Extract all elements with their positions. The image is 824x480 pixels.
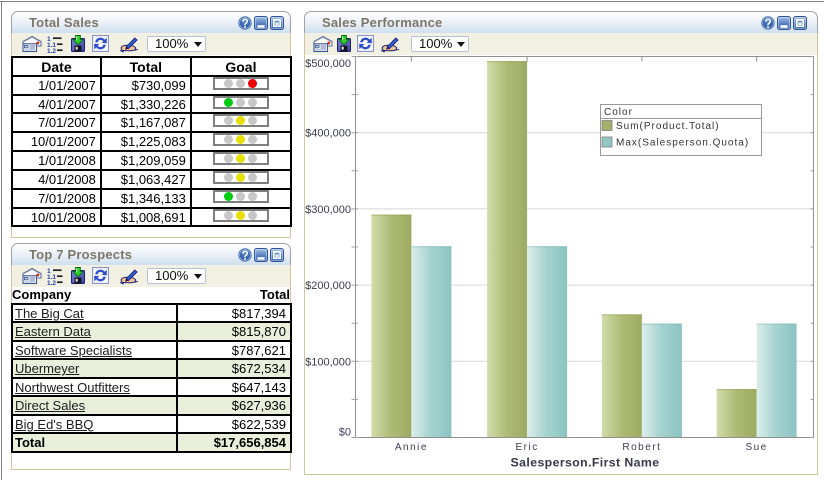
svg-text:$500,000: $500,000 <box>305 58 351 70</box>
svg-text:Salesperson.First Name: Salesperson.First Name <box>511 456 660 470</box>
svg-text:Color: Color <box>604 107 633 118</box>
svg-text:$0: $0 <box>339 427 351 439</box>
svg-text:Eric: Eric <box>515 442 538 453</box>
svg-text:1.1: 1.1 <box>47 274 56 281</box>
svg-text:Sue: Sue <box>745 442 767 453</box>
svg-text:1: 1 <box>47 268 51 275</box>
svg-text:Annie: Annie <box>395 442 428 453</box>
svg-text:$100,000: $100,000 <box>305 356 351 368</box>
svg-text:Sum(Product.Total): Sum(Product.Total) <box>616 121 720 132</box>
svg-text:1.1: 1.1 <box>47 42 56 49</box>
svg-text:Robert: Robert <box>622 442 661 453</box>
svg-text:$400,000: $400,000 <box>305 128 351 140</box>
svg-text:1.2: 1.2 <box>47 280 56 285</box>
svg-text:1: 1 <box>47 36 51 43</box>
svg-text:$300,000: $300,000 <box>305 204 351 216</box>
svg-text:Max(Salesperson.Quota): Max(Salesperson.Quota) <box>616 138 749 149</box>
svg-text:1.2: 1.2 <box>47 48 56 53</box>
svg-text:$200,000: $200,000 <box>305 280 351 292</box>
